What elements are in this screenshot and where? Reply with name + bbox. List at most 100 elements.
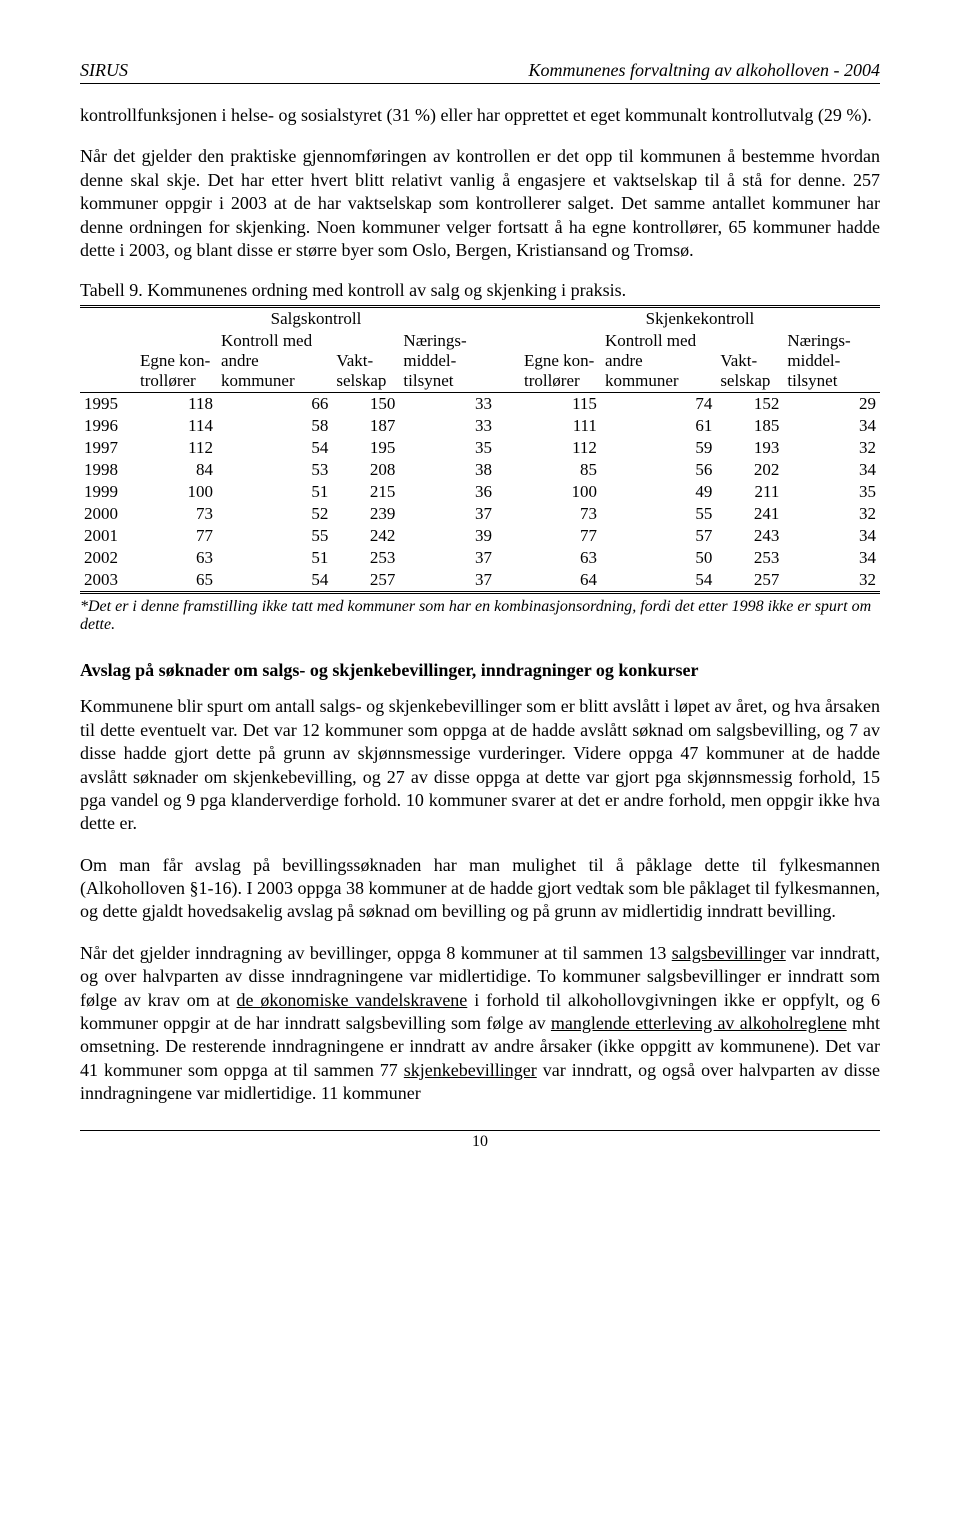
section-heading: Avslag på søknader om salgs- og skjenkeb… [80, 660, 880, 681]
cell-value: 32 [783, 569, 880, 593]
cell-value: 51 [217, 481, 332, 503]
cell-value: 257 [716, 569, 783, 593]
paragraph-4: Om man får avslag på bevillingssøknaden … [80, 854, 880, 924]
cell-value: 193 [716, 437, 783, 459]
header-right: Kommunenes forvaltning av alkoholloven -… [529, 60, 880, 81]
cell-value: 37 [399, 503, 496, 525]
cell-value: 114 [136, 415, 217, 437]
table-body: 1995118661503311574152291996114581873311… [80, 393, 880, 593]
running-header: SIRUS Kommunenes forvaltning av alkoholl… [80, 60, 880, 84]
cell-value: 208 [332, 459, 399, 481]
underline-salgsbevillinger: salgsbevillinger [672, 943, 786, 963]
cell-value: 63 [136, 547, 217, 569]
cell-value: 73 [520, 503, 601, 525]
cell-value: 112 [136, 437, 217, 459]
cell-value: 50 [601, 547, 716, 569]
group-header-skjenke: Skjenkekontroll [520, 307, 880, 331]
cell-value: 37 [399, 547, 496, 569]
underline-skjenkebevillinger: skjenkebevillinger [404, 1060, 537, 1080]
cell-value: 55 [601, 503, 716, 525]
col-vakt-l: Vakt-selskap [332, 330, 399, 393]
underline-vandelskrav: de økonomiske vandelskravene [237, 990, 468, 1010]
cell-year: 2000 [80, 503, 136, 525]
cell-value: 150 [332, 393, 399, 416]
cell-value: 55 [217, 525, 332, 547]
cell-value: 118 [136, 393, 217, 416]
cell-value: 85 [520, 459, 601, 481]
cell-value: 64 [520, 569, 601, 593]
cell-year: 1995 [80, 393, 136, 416]
cell-value: 185 [716, 415, 783, 437]
cell-value: 253 [332, 547, 399, 569]
table-row: 2003655425737645425732 [80, 569, 880, 593]
cell-year: 1997 [80, 437, 136, 459]
paragraph-1: kontrollfunksjonen i helse- og sosialsty… [80, 104, 880, 127]
cell-value: 74 [601, 393, 716, 416]
cell-value: 38 [399, 459, 496, 481]
cell-value: 54 [601, 569, 716, 593]
table-title: Tabell 9. Kommunenes ordning med kontrol… [80, 280, 880, 301]
cell-value: 33 [399, 393, 496, 416]
cell-value: 84 [136, 459, 217, 481]
cell-value: 115 [520, 393, 601, 416]
table-row: 2001775524239775724334 [80, 525, 880, 547]
cell-year: 1998 [80, 459, 136, 481]
table-group-header-row: Salgskontroll Skjenkekontroll [80, 307, 880, 331]
cell-value: 112 [520, 437, 601, 459]
cell-year: 1999 [80, 481, 136, 503]
cell-value: 54 [217, 437, 332, 459]
cell-value: 253 [716, 547, 783, 569]
cell-value: 51 [217, 547, 332, 569]
cell-value: 73 [136, 503, 217, 525]
cell-value: 33 [399, 415, 496, 437]
cell-year: 2001 [80, 525, 136, 547]
col-naering-r: Nærings-middel-tilsynet [783, 330, 880, 393]
table-row: 1998845320838 855620234 [80, 459, 880, 481]
cell-value: 243 [716, 525, 783, 547]
table-row: 199511866150331157415229 [80, 393, 880, 416]
paragraph-2: Når det gjelder den praktiske gjennomfør… [80, 145, 880, 262]
cell-value: 57 [601, 525, 716, 547]
col-egne-l: Egne kon-trollører [136, 330, 217, 393]
cell-value: 100 [520, 481, 601, 503]
table-row: 2002635125337635025334 [80, 547, 880, 569]
cell-value: 66 [217, 393, 332, 416]
cell-value: 195 [332, 437, 399, 459]
cell-value: 35 [399, 437, 496, 459]
cell-value: 58 [217, 415, 332, 437]
cell-value: 257 [332, 569, 399, 593]
table-row: 199910051215361004921135 [80, 481, 880, 503]
cell-value: 100 [136, 481, 217, 503]
cell-value: 202 [716, 459, 783, 481]
col-egne-r: Egne kon-trollører [520, 330, 601, 393]
cell-value: 242 [332, 525, 399, 547]
table-row: 199611458187331116118534 [80, 415, 880, 437]
page: SIRUS Kommunenes forvaltning av alkoholl… [0, 0, 960, 1191]
cell-value: 56 [601, 459, 716, 481]
cell-value: 39 [399, 525, 496, 547]
paragraph-5: Når det gjelder inndragning av bevilling… [80, 942, 880, 1106]
cell-value: 34 [783, 415, 880, 437]
cell-year: 1996 [80, 415, 136, 437]
cell-value: 152 [716, 393, 783, 416]
page-footer: 10 [80, 1130, 880, 1151]
cell-year: 2003 [80, 569, 136, 593]
paragraph-3: Kommunene blir spurt om antall salgs- og… [80, 695, 880, 835]
group-header-salg: Salgskontroll [136, 307, 496, 331]
cell-value: 59 [601, 437, 716, 459]
cell-value: 32 [783, 503, 880, 525]
col-vakt-r: Vakt-selskap [716, 330, 783, 393]
cell-value: 77 [520, 525, 601, 547]
cell-value: 211 [716, 481, 783, 503]
cell-value: 54 [217, 569, 332, 593]
cell-value: 32 [783, 437, 880, 459]
table-col-header-row: Egne kon-trollører Kontroll med andre ko… [80, 330, 880, 393]
cell-value: 61 [601, 415, 716, 437]
cell-value: 34 [783, 459, 880, 481]
cell-value: 187 [332, 415, 399, 437]
cell-value: 63 [520, 547, 601, 569]
cell-value: 53 [217, 459, 332, 481]
header-left: SIRUS [80, 60, 128, 81]
cell-value: 215 [332, 481, 399, 503]
col-kontroll-l: Kontroll med andre kommuner [217, 330, 332, 393]
